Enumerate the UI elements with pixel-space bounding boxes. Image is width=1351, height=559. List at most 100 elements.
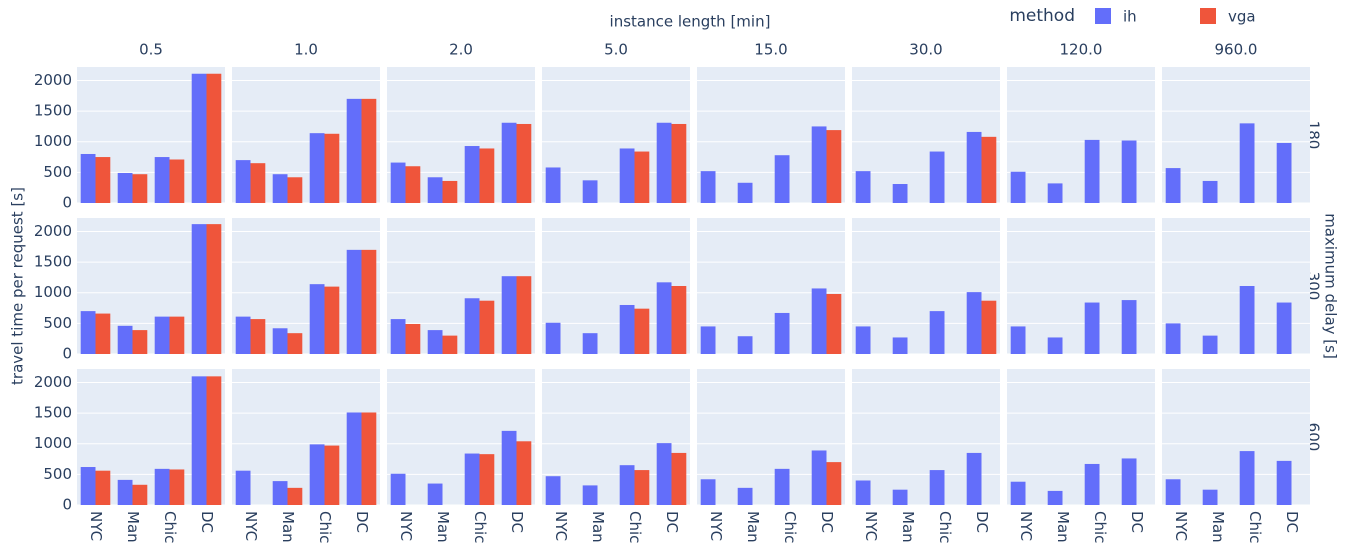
x-tick-label: DC [663,511,681,533]
bar [516,276,532,354]
bar [656,443,672,505]
bar [1121,300,1137,354]
bar [619,465,635,505]
x-tick-label: Man [1209,511,1227,543]
bar [826,130,842,203]
bar [1010,171,1026,203]
x-tick-label: NYC [87,511,105,541]
bar [671,452,687,505]
x-tick-label: Chic [316,511,334,543]
bar [117,172,133,203]
bar [671,286,687,354]
x-tick-label: Chic [471,511,489,543]
x-tick-label: Chic [1246,511,1264,543]
bar [324,286,340,354]
x-tick-label: Chic [936,511,954,543]
y-tick-label: 500 [43,314,72,332]
bar [272,174,288,203]
bar [272,328,288,354]
bar [427,177,443,203]
bar [774,312,790,354]
bar [892,337,908,354]
y-tick-label: 1500 [34,253,72,271]
bar [1165,323,1181,354]
bar [117,325,133,354]
bar [1084,463,1100,505]
bar [892,184,908,203]
bar [1276,460,1292,505]
bar [737,487,753,505]
bar [346,98,362,203]
bar [1202,180,1218,203]
x-tick-label: NYC [1172,511,1190,541]
bar [235,470,251,505]
x-tick-label: Man [589,511,607,543]
row-axis-title: maximum delay [s] [1322,213,1340,359]
bar [516,441,532,505]
bar [95,313,111,354]
bar [1047,337,1063,354]
bar [966,292,982,354]
bar [346,412,362,505]
bar [1084,139,1100,203]
bar [464,453,480,505]
x-tick-label: Man [744,511,762,543]
x-tick-label: Man [434,511,452,543]
bar [287,487,303,505]
bar [1010,481,1026,505]
bar [656,282,672,354]
bar [656,122,672,203]
y-tick-label: 2000 [34,71,72,89]
column-label: 960.0 [1215,41,1258,59]
bar [206,376,222,505]
bar [169,159,185,203]
bar [634,308,650,354]
bar [427,483,443,505]
bar [95,157,111,203]
bar [206,73,222,203]
bar [169,316,185,354]
bar [154,468,170,505]
x-tick-label: Man [124,511,142,543]
bar [545,476,561,505]
bar [442,335,458,354]
y-tick-label: 0 [62,496,72,514]
legend-title: method [1009,6,1075,26]
bar [929,470,945,505]
bar [479,454,495,505]
bar [1276,302,1292,354]
x-tick-label: Man [899,511,917,543]
column-label: 1.0 [294,41,318,59]
bar [250,163,266,203]
bar [191,224,207,354]
bar [929,151,945,203]
bar [346,249,362,354]
bar [634,151,650,203]
bar [287,333,303,354]
bar [206,224,222,354]
x-tick-label: Chic [781,511,799,543]
bar [132,484,148,505]
bar [390,319,406,354]
x-tick-label: NYC [242,511,260,541]
bar [545,167,561,203]
column-label: 120.0 [1060,41,1103,59]
y-tick-label: 1500 [34,102,72,120]
y-tick-label: 1500 [34,404,72,422]
bar [132,330,148,354]
x-tick-label: NYC [552,511,570,541]
bar [981,136,997,203]
x-tick-label: NYC [707,511,725,541]
bar [1047,183,1063,203]
y-axis-title: travel time per request [s] [9,187,27,385]
bar [464,298,480,354]
bar [1010,326,1026,354]
bar [501,276,517,354]
bar [235,160,251,203]
bar [250,319,266,354]
bar [855,480,871,505]
x-tick-label: NYC [1017,511,1035,541]
legend-swatch [1200,8,1216,24]
bar [855,171,871,203]
